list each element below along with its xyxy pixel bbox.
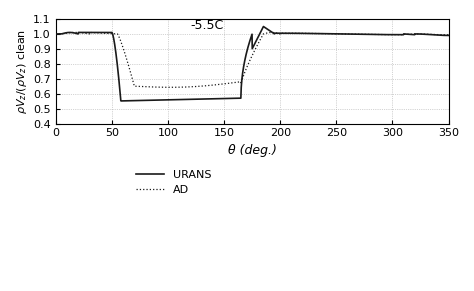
Legend: URANS, AD: URANS, AD xyxy=(132,166,216,199)
Text: -5.5C: -5.5C xyxy=(191,19,224,32)
X-axis label: θ (deg.): θ (deg.) xyxy=(228,144,276,157)
Y-axis label: $\rho V_z/(\rho V_z)$ clean: $\rho V_z/(\rho V_z)$ clean xyxy=(15,29,29,114)
